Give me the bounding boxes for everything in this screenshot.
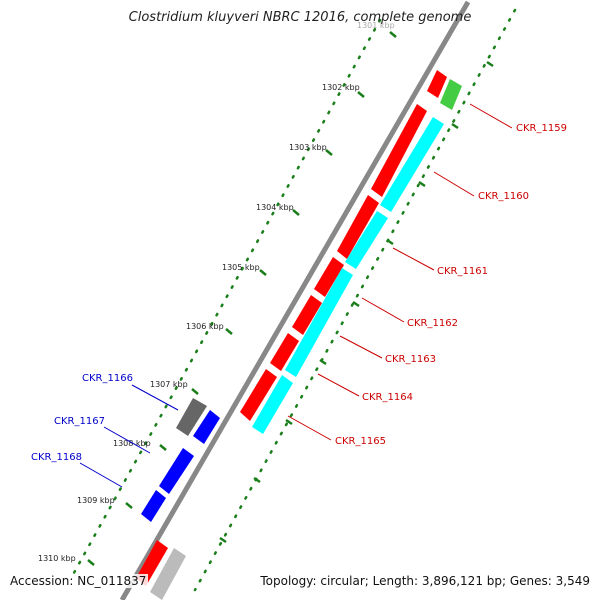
gene-label[interactable]: CKR_1160 [478, 191, 529, 202]
gene-blue-small-arrow[interactable] [141, 490, 166, 522]
gene-CKR_1159-arrow[interactable] [427, 70, 447, 98]
map-title: Clostridium kluyveri NBRC 12016, complet… [128, 10, 472, 25]
tick-mark [357, 91, 365, 98]
tick-label: 1303 kbp [289, 143, 327, 152]
gene-label[interactable]: CKR_1166 [82, 373, 133, 384]
tick-mark [259, 269, 267, 276]
tick-mark [292, 209, 300, 216]
gene-grey-bottom-arrow[interactable] [150, 548, 186, 600]
gene-CKR_1163-arrow[interactable] [292, 295, 322, 335]
tick-label: 1305 kbp [222, 263, 260, 272]
gene-label[interactable]: CKR_1163 [385, 354, 436, 365]
tick-mark [225, 328, 233, 335]
genome-backbone [119, 0, 471, 600]
gene-CKR_1168-arrow[interactable] [159, 448, 194, 494]
leader-line [361, 297, 405, 323]
gene-label[interactable]: CKR_1167 [54, 416, 105, 427]
gene-green-rna-arrow[interactable] [440, 79, 462, 110]
genome-summary-text: Topology: circular; Length: 3,896,121 bp… [258, 574, 592, 588]
tick-mark [87, 559, 95, 566]
tick-mark [325, 149, 333, 156]
leader-line [79, 462, 123, 488]
coding-block [380, 117, 444, 212]
leader-line [317, 373, 360, 397]
gene-CKR_1165-arrow[interactable] [240, 369, 277, 421]
tick-mark [125, 502, 133, 509]
coding-block [345, 211, 388, 269]
gene-label[interactable]: CKR_1161 [437, 266, 488, 277]
gene-CKR_1164-arrow[interactable] [270, 333, 299, 371]
gene-labels-left: CKR_1166 CKR_1167 CKR_1168 [31, 373, 179, 488]
leader-line [103, 426, 151, 454]
leader-line [392, 247, 435, 271]
scale-ticks: 1301 kbp 1302 kbp 1303 kbp 1304 kbp 1305… [38, 21, 397, 566]
gene-CKR_1166-pseudo-arrow[interactable] [176, 398, 207, 436]
coding-block [252, 375, 293, 434]
leader-line [433, 171, 475, 197]
leader-line [339, 335, 383, 359]
gene-labels-right: CKR_1159 CKR_1160 CKR_1161 CKR_1162 CKR_… [287, 103, 567, 447]
gene-CKR_1161-arrow[interactable] [337, 195, 379, 259]
gene-CKR_1167-arrow[interactable] [193, 410, 220, 444]
leader-line [469, 103, 513, 129]
tick-mark [191, 388, 199, 395]
tick-label: 1301 kbp [357, 21, 395, 30]
gene-label[interactable]: CKR_1165 [335, 436, 386, 447]
outer-dotted-ring [68, 18, 382, 582]
reverse-strand-genes [141, 398, 220, 600]
tick-label: 1310 kbp [38, 554, 76, 563]
accession-text: Accession: NC_011837 [8, 574, 149, 588]
tick-label: 1308 kbp [113, 439, 151, 448]
gene-CKR_1162-arrow[interactable] [314, 257, 344, 297]
leader-line [287, 415, 332, 441]
coding-block [285, 268, 353, 377]
gene-CKR_1160-arrow[interactable] [371, 104, 427, 197]
tick-label: 1306 kbp [186, 322, 224, 331]
tick-label: 1302 kbp [322, 83, 360, 92]
coding-strand-blocks [252, 117, 444, 434]
gene-label[interactable]: CKR_1164 [362, 392, 413, 403]
inner-dotted-ring [193, 8, 517, 592]
tick-label: 1304 kbp [256, 203, 294, 212]
tick-mark [389, 31, 397, 38]
gene-label[interactable]: CKR_1159 [516, 123, 567, 134]
tick-mark [159, 444, 167, 451]
leader-line [131, 384, 179, 411]
tick-label: 1307 kbp [150, 380, 188, 389]
gene-label[interactable]: CKR_1168 [31, 452, 82, 463]
inner-ring-ticks [219, 60, 494, 544]
gene-label[interactable]: CKR_1162 [407, 318, 458, 329]
tick-label: 1309 kbp [77, 496, 115, 505]
